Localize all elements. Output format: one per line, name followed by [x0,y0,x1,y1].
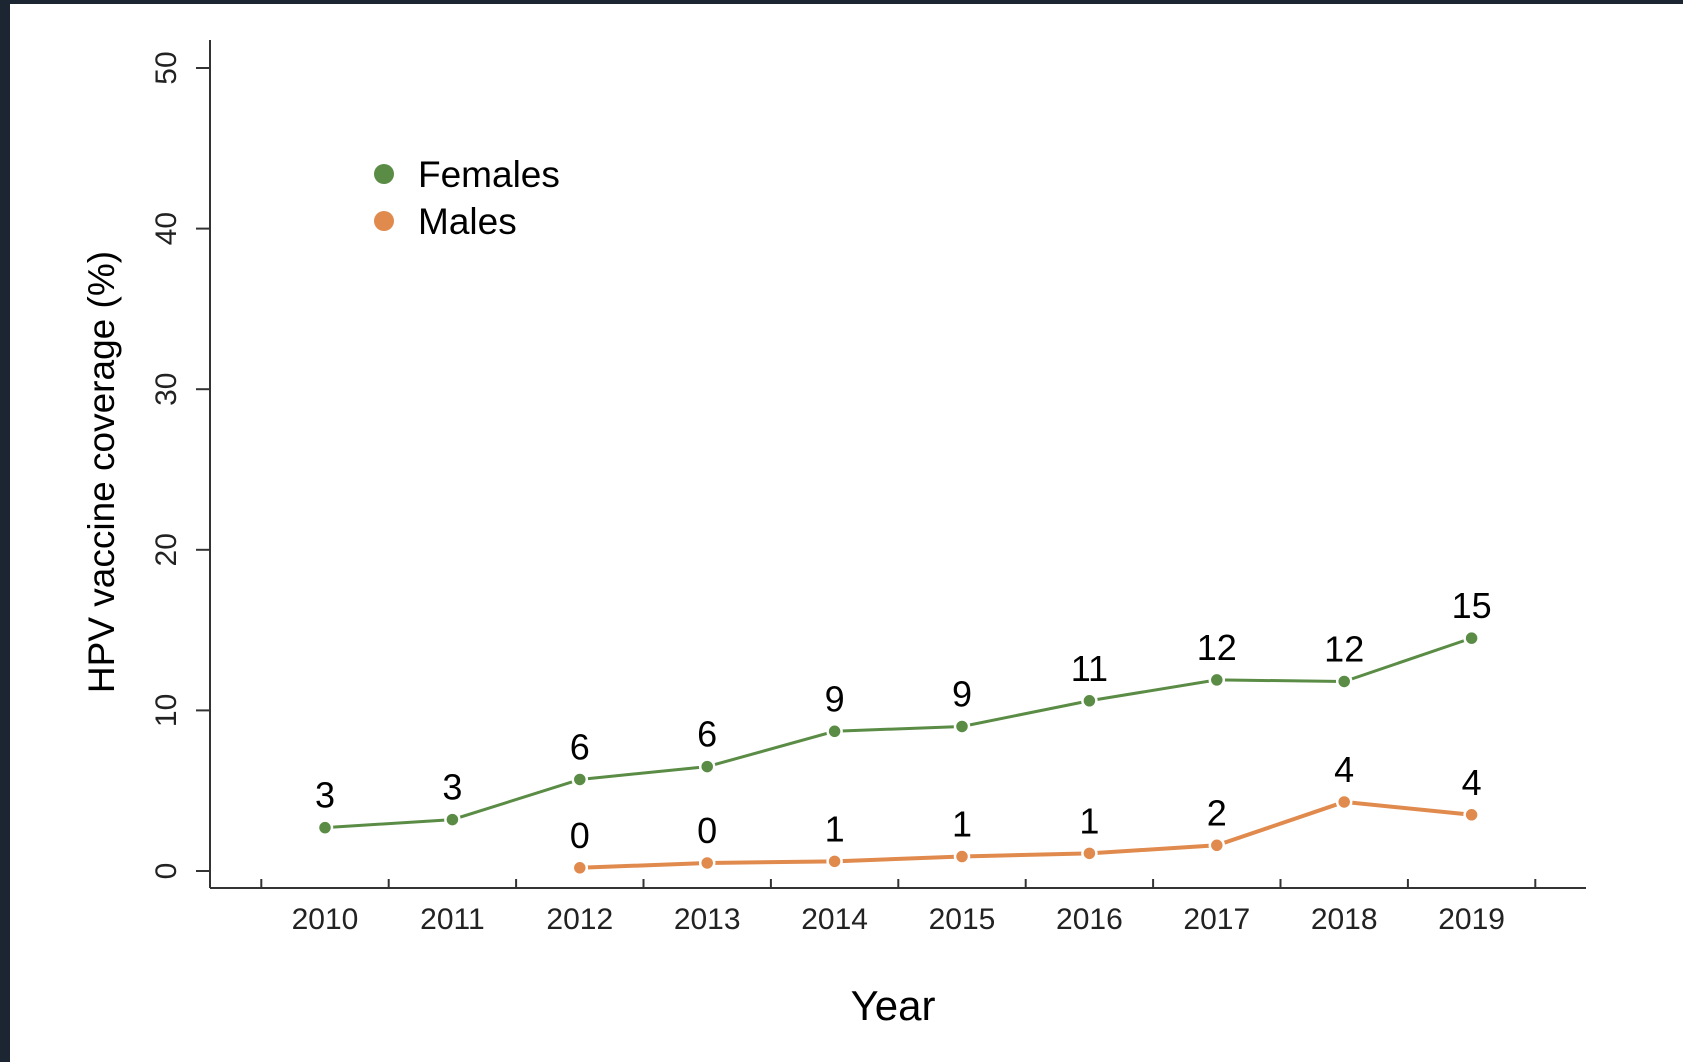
y-tick-label: 40 [150,212,183,245]
x-tick-label: 2013 [674,903,741,936]
data-label: 1 [952,804,972,845]
y-tick-label: 20 [150,533,183,566]
data-point [953,718,971,735]
series-line [324,636,1473,830]
data-point [316,819,334,836]
data-point [698,854,716,872]
data-label: 15 [1452,585,1492,626]
data-label: 0 [570,815,590,856]
data-label: 11 [1071,648,1108,689]
data-point [1081,692,1098,710]
data-label: 1 [825,808,845,849]
data-point [571,859,589,877]
data-label: 3 [315,775,335,816]
series-line [579,799,1472,870]
x-tick-label: 2018 [1311,903,1378,936]
legend-label: Females [418,154,560,195]
y-axis-title: HPV vaccine coverage (%) [81,251,122,693]
data-point [953,848,971,865]
x-tick-label: 2014 [801,903,868,936]
data-point [1335,673,1353,690]
data-point [826,723,843,740]
y-tick-label: 30 [150,373,183,406]
x-tick-label: 2010 [292,903,359,936]
data-point [1208,671,1226,689]
x-tick-label: 2019 [1438,903,1505,936]
data-label: 4 [1462,762,1482,803]
data-point [1463,629,1480,647]
data-point [1335,793,1353,811]
series-males: 0 0 1 1 1 2 4 4 [570,749,1482,877]
x-tick-label: 2011 [420,903,485,936]
series-females: 3 3 6 6 9 9 11 12 12 15 [315,585,1492,836]
data-label: 9 [952,673,972,714]
y-tick-label: 10 [150,694,183,727]
x-tick-label: 2012 [546,903,613,936]
data-label: 6 [697,714,717,755]
legend-marker [374,164,394,184]
legend-label: Males [418,201,517,242]
data-point [1081,845,1098,862]
data-point [571,771,589,788]
data-point [444,811,461,828]
chart-frame: 0 10 20 30 40 50 2010 2011 2012 2013 2014 2015 2016 2… [10,4,1683,1062]
y-tick-label: 50 [150,51,183,84]
x-tick-label: 2016 [1056,903,1123,936]
data-point [1208,837,1226,854]
data-label: 9 [825,678,845,719]
y-tick-label: 0 [150,863,183,880]
x-axis-title: Year [851,982,936,1029]
data-point [698,758,716,775]
data-label: 0 [697,810,717,851]
x-tick-label: 2015 [929,903,996,936]
data-label: 4 [1334,749,1354,790]
data-point [1463,806,1480,824]
legend-marker [374,211,394,231]
data-label: 12 [1324,628,1364,669]
data-label: 6 [570,726,590,767]
x-tick-label: 2017 [1183,903,1250,936]
data-label: 12 [1197,627,1237,668]
data-label: 1 [1079,800,1099,841]
data-point [826,853,843,870]
data-label: 3 [442,767,462,808]
data-label: 2 [1207,792,1227,833]
legend: Females Males [374,154,560,242]
